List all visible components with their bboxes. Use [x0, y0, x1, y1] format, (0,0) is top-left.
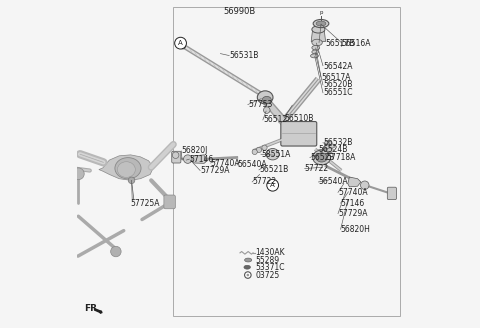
Text: 55289: 55289 — [256, 256, 280, 265]
Text: 56551C: 56551C — [324, 88, 353, 97]
Circle shape — [245, 272, 251, 278]
Circle shape — [247, 274, 249, 277]
Bar — [173, 7, 400, 316]
Text: 56820J: 56820J — [181, 146, 207, 155]
Ellipse shape — [245, 258, 252, 262]
Polygon shape — [191, 155, 206, 163]
Ellipse shape — [257, 91, 273, 104]
Text: 57725A: 57725A — [131, 199, 160, 208]
Text: 56521B: 56521B — [259, 165, 288, 174]
Ellipse shape — [262, 96, 271, 104]
Text: 56516A: 56516A — [341, 39, 371, 48]
Polygon shape — [99, 155, 154, 180]
Text: 53371C: 53371C — [256, 263, 285, 272]
FancyBboxPatch shape — [164, 195, 175, 209]
Ellipse shape — [323, 147, 327, 150]
FancyBboxPatch shape — [281, 122, 317, 146]
Circle shape — [252, 149, 257, 154]
Circle shape — [172, 152, 179, 158]
Text: 56517A: 56517A — [321, 73, 350, 82]
Ellipse shape — [327, 148, 334, 153]
Circle shape — [111, 246, 121, 257]
Circle shape — [175, 37, 186, 49]
Text: 56510B: 56510B — [284, 114, 313, 123]
Text: 56820H: 56820H — [341, 225, 371, 234]
Text: 56542A: 56542A — [324, 62, 353, 71]
Text: 56520B: 56520B — [324, 80, 353, 90]
Ellipse shape — [244, 265, 251, 269]
FancyArrow shape — [95, 309, 102, 313]
Ellipse shape — [311, 54, 318, 58]
Text: 56532B: 56532B — [324, 138, 353, 147]
Text: 56512: 56512 — [263, 115, 287, 124]
Ellipse shape — [117, 162, 135, 177]
Text: 56517B: 56517B — [325, 39, 354, 48]
Text: p: p — [319, 10, 323, 15]
Polygon shape — [348, 177, 361, 187]
Circle shape — [183, 155, 192, 163]
Ellipse shape — [316, 21, 326, 26]
Text: 57718A: 57718A — [326, 153, 356, 162]
Text: 57722: 57722 — [252, 177, 276, 186]
Circle shape — [72, 168, 84, 180]
Text: 03725: 03725 — [256, 271, 280, 280]
Circle shape — [267, 179, 278, 191]
Text: 57729A: 57729A — [200, 166, 229, 175]
FancyBboxPatch shape — [172, 151, 181, 163]
Ellipse shape — [312, 50, 318, 54]
Text: 57740A: 57740A — [338, 188, 368, 197]
Text: 1430AK: 1430AK — [256, 248, 285, 257]
Circle shape — [262, 145, 267, 150]
Text: 56524B: 56524B — [318, 145, 348, 154]
FancyBboxPatch shape — [387, 187, 396, 200]
Ellipse shape — [266, 149, 279, 160]
Text: A: A — [178, 40, 183, 46]
Ellipse shape — [312, 46, 320, 50]
Ellipse shape — [324, 141, 332, 146]
Ellipse shape — [313, 19, 329, 28]
Text: FR.: FR. — [84, 304, 100, 313]
Text: 56523: 56523 — [310, 153, 335, 162]
Ellipse shape — [179, 41, 185, 49]
Polygon shape — [311, 27, 325, 42]
Text: 56531B: 56531B — [229, 51, 259, 60]
Text: A: A — [270, 182, 275, 188]
Ellipse shape — [312, 39, 322, 46]
Circle shape — [256, 147, 262, 153]
Ellipse shape — [316, 153, 327, 162]
Ellipse shape — [312, 150, 331, 165]
Text: 56540A: 56540A — [238, 160, 267, 170]
Circle shape — [128, 177, 135, 184]
Ellipse shape — [312, 26, 325, 33]
Text: 57740A: 57740A — [211, 158, 240, 168]
Ellipse shape — [115, 158, 141, 179]
Circle shape — [264, 107, 270, 113]
Text: 57146: 57146 — [190, 154, 214, 164]
Text: 56540A: 56540A — [318, 177, 348, 186]
Text: 57146: 57146 — [341, 199, 365, 208]
Text: 57729A: 57729A — [338, 209, 368, 218]
Text: 57753: 57753 — [248, 100, 273, 109]
Text: 56990B: 56990B — [224, 7, 256, 15]
Circle shape — [360, 181, 369, 190]
Text: 57722: 57722 — [305, 164, 329, 173]
Ellipse shape — [329, 144, 335, 148]
Text: 58551A: 58551A — [261, 150, 290, 159]
